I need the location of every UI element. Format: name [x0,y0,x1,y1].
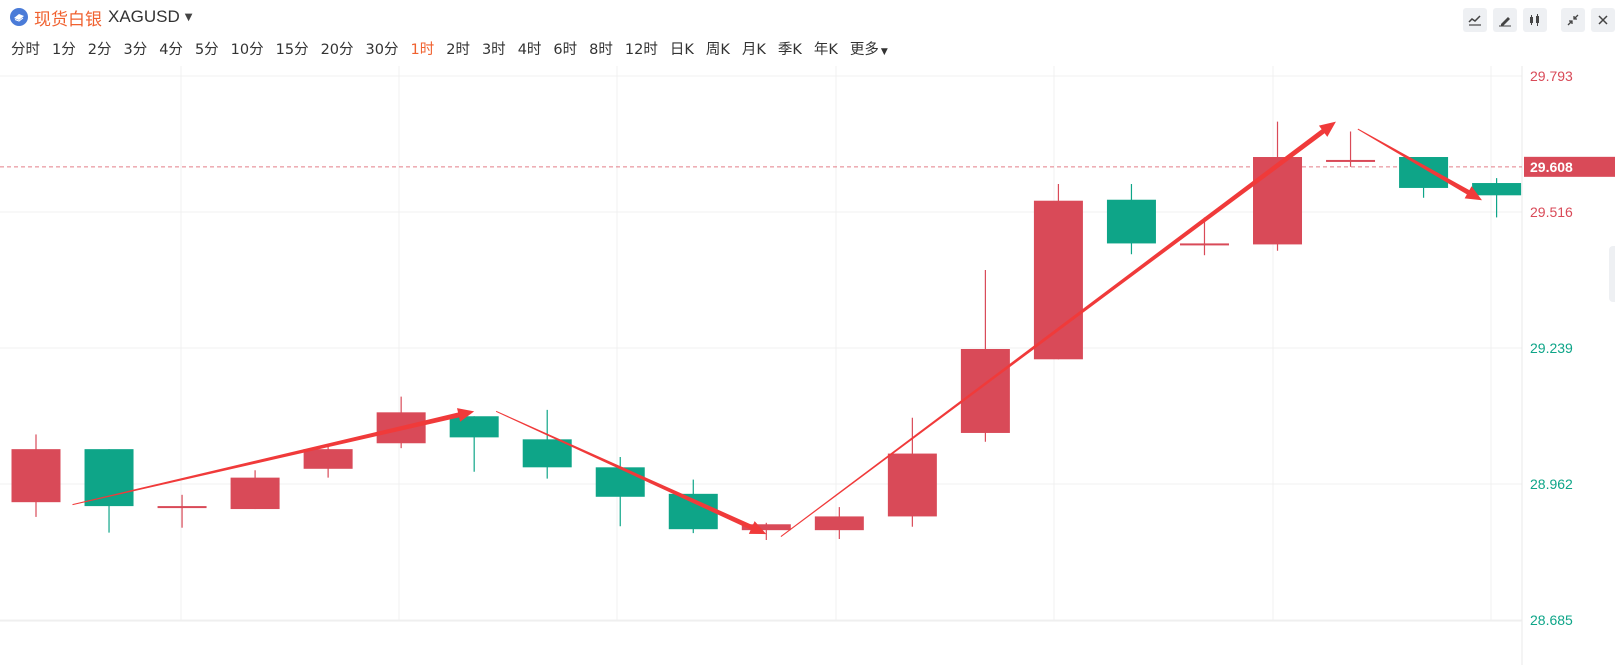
candlestick-icon[interactable] [1523,8,1547,32]
symbol-selector[interactable]: 现货白银 XAGUSD ▼ [10,6,193,30]
trend-arrow [495,410,767,535]
interval-tab[interactable]: 周K [705,41,730,58]
candle-body [814,516,864,531]
candle-body [595,467,645,497]
candle [157,494,207,528]
close-icon[interactable] [1591,8,1615,32]
price-tick-label: 29.239 [1530,340,1573,356]
interval-tab[interactable]: 4分 [159,41,183,58]
candle-body [1472,183,1522,196]
grid-lines [0,66,1522,621]
interval-tab[interactable]: 分时 [11,41,40,58]
candle [1253,121,1303,251]
dropdown-caret-icon[interactable]: ▼ [184,11,193,23]
candle-body [887,453,937,517]
price-tick-label: 29.516 [1530,204,1573,220]
candle-body [303,449,353,469]
candle-body [1326,159,1376,162]
interval-tab[interactable]: 日K [669,41,694,58]
interval-tab[interactable]: 1分 [52,41,76,58]
candle-body [449,416,499,438]
interval-tab[interactable]: 6时 [553,41,578,58]
candle [1033,184,1083,360]
interval-tab[interactable]: 季K [777,41,802,58]
chart-toolbar [1457,8,1615,32]
trend-arrow [72,408,475,506]
candle-body [1399,157,1449,188]
price-tick-label: 28.685 [1530,612,1573,628]
candle [522,409,572,479]
draw-pen-icon[interactable] [1493,8,1517,32]
candle [1106,184,1156,255]
interval-tab[interactable]: 3时 [481,41,506,58]
candle-body [1033,200,1083,360]
candle-body [230,477,280,510]
interval-tab[interactable]: 2分 [87,41,112,58]
silver-logo-icon [10,8,28,26]
interval-tab[interactable]: 年K [813,41,838,58]
candle-body [157,506,207,509]
interval-tab[interactable]: 1时 [410,41,435,58]
price-tick-label: 29.793 [1530,68,1573,84]
candle [84,449,134,533]
interval-tab[interactable]: 5分 [194,41,219,58]
last-price-tag: 29.608 [1524,156,1615,177]
interval-tab[interactable]: 12时 [624,41,658,58]
candle-body [522,439,572,468]
candle-body [1106,199,1156,244]
side-panel-handle [1609,246,1615,302]
last-price-label: 29.608 [1530,159,1573,175]
candle-body [11,449,61,503]
candle-body [84,449,134,507]
candles [11,121,1522,540]
trend-arrow-shape [1357,128,1482,201]
candle [1472,178,1522,218]
candle [303,444,353,478]
interval-tab[interactable]: 月K [741,41,766,58]
candle [1326,131,1376,167]
candle-body [1179,243,1229,246]
trend-arrows [72,121,1482,537]
candle-body [1253,157,1303,245]
line-chart-icon[interactable] [1463,8,1487,32]
candle [1399,157,1449,198]
candle [741,522,791,540]
shrink-icon[interactable] [1561,8,1585,32]
candle [887,417,937,527]
interval-tabs: 分时 1分 2分 3分 4分 5分 10分 15分 20分 30分 1时 2时 3时 4时 6时 8时 12时日… [11,38,900,58]
interval-tab[interactable]: 20分 [320,41,354,58]
interval-tab[interactable]: 4时 [517,41,542,58]
trend-arrow-shape [495,410,767,535]
interval-tab[interactable]: 更多 ▼ [849,41,888,58]
candle-body [960,348,1010,433]
interval-tab[interactable]: 30分 [365,41,399,58]
candle [11,434,61,517]
candle [595,457,645,527]
candlestick-chart[interactable]: 29.793 29.516 29.239 28.962 28.685 29.608 [0,66,1615,665]
interval-tab[interactable]: 2时 [446,41,470,58]
trend-arrow [1357,128,1482,201]
trend-arrow-shape [780,121,1336,537]
more-caret-icon: ▼ [880,46,888,57]
candle [1179,217,1229,256]
top-bar: 现货白银 XAGUSD ▼ [0,0,1615,34]
interval-tab[interactable]: 3分 [123,41,148,58]
candle [668,479,718,534]
trend-arrow-shape [72,408,475,506]
candle-body [741,524,791,531]
last-price-badge [1524,156,1615,177]
price-axis: 29.793 29.516 29.239 28.962 28.685 [1530,68,1573,628]
trend-arrow [780,121,1336,537]
candle [449,416,499,472]
candle [814,507,864,540]
symbol-name: 现货白银 [34,9,102,30]
interval-tab[interactable]: 15分 [275,41,309,58]
interval-tab[interactable]: 8时 [589,41,613,58]
price-tick-label: 28.962 [1530,476,1573,492]
candle [230,470,280,510]
symbol-code: XAGUSD [108,7,180,26]
candle [960,269,1010,442]
interval-tab[interactable]: 10分 [230,41,264,58]
